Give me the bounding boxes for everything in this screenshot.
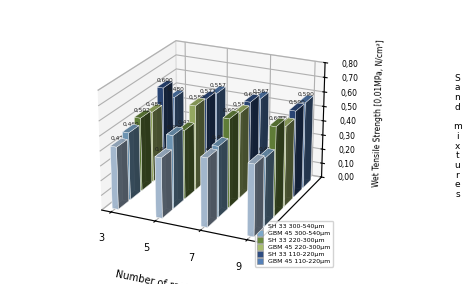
Legend: SH 33 300-540μm, GBM 45 300-540μm, SH 33 220-300μm, GBM 45 220-300μm, SH 33 110-: SH 33 300-540μm, GBM 45 300-540μm, SH 33… — [255, 221, 333, 267]
X-axis label: Number of rams: Number of rams — [115, 269, 195, 284]
Text: S
a
n
d
 
m
i
x
t
u
r
e
s: S a n d m i x t u r e s — [453, 74, 462, 199]
